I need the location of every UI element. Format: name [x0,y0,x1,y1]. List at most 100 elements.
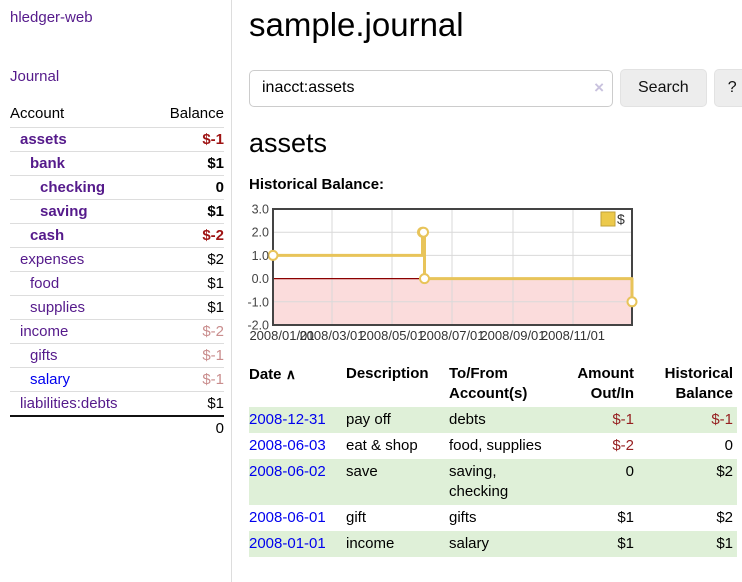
data-point [626,296,638,308]
account-balance: $-2 [202,323,224,340]
transaction-amount: 0 [625,463,634,480]
account-heading: assets [249,128,328,158]
account-balance: $1 [207,395,224,412]
transaction-accounts: salary [449,535,490,552]
x-tick-label: 2008/07/01 [419,328,484,343]
account-link[interactable]: supplies [30,299,86,316]
register-header-amount: Amount Out/In [577,365,634,402]
x-tick-label: 2008/01/01 [249,328,314,343]
register-header-balance: Historical Balance [664,365,733,402]
transaction-amount: $1 [617,509,634,526]
account-row: cash $-2 [10,223,224,248]
register-row: 2008-12-31 pay off debts $-1 $-1 [249,407,737,433]
search-input[interactable] [249,69,613,107]
transaction-date-link[interactable]: 2008-06-03 [249,437,326,454]
account-row: gifts $-1 [10,343,224,368]
chart-section-heading: Historical Balance: [249,176,385,193]
accounts-table: Account Balance assets $-1 bank $1 checking 0… [10,102,224,440]
app-title-link[interactable]: hledger-web [10,9,93,26]
clear-search-icon[interactable]: × [594,77,604,97]
sidebar: hledger-web Journal Account Balance asse… [0,0,232,582]
account-link[interactable]: income [20,323,69,340]
transaction-description: eat & shop [346,437,418,454]
data-point [267,249,279,261]
account-link[interactable]: expenses [20,251,85,268]
register-header-description: Description [346,365,429,382]
transaction-description: save [346,463,378,480]
account-balance: $2 [207,251,224,268]
historical-balance-chart: $3.0 2.0 1.0 0.0 -1.0 -2.02008/01/012008/03/0… [247,203,638,343]
x-tick-label: 2008/05/01 [359,328,424,343]
transaction-description: income [346,535,395,552]
help-button[interactable]: ? [713,69,742,107]
register-row: 2008-06-03 eat & shop food, supplies $-2 0 [249,433,737,459]
register-table: Date ∧ Description To/From Account(s) Am… [249,361,737,557]
accounts-header-account: Account [10,105,65,122]
legend-label: $ [617,211,625,227]
transaction-accounts: saving, checking [449,463,509,500]
account-row: bank $1 [10,151,224,176]
register-header-date[interactable]: Date ∧ [249,366,296,383]
y-tick-label: 1.0 [252,249,269,263]
search-button[interactable]: Search [620,69,707,107]
account-link[interactable]: checking [40,179,106,196]
y-tick-label: 0.0 [252,272,269,286]
accounts-header-balance: Balance [169,105,224,122]
account-link[interactable]: gifts [30,347,58,364]
transaction-balance: $2 [716,509,733,526]
account-balance: $1 [207,203,224,220]
x-tick-label: 2008/03/01 [299,328,364,343]
transaction-date-link[interactable]: 2008-06-02 [249,463,326,480]
account-row: food $1 [10,271,224,296]
transaction-date-link[interactable]: 2008-01-01 [249,535,326,552]
account-row: supplies $1 [10,295,224,320]
account-row: income $-2 [10,319,224,344]
register-header-row: Date ∧ Description To/From Account(s) Am… [249,361,737,407]
page-title: sample.journal [249,6,464,43]
account-link[interactable]: cash [30,227,65,244]
y-tick-label: 2.0 [252,226,269,240]
x-tick-label: 2008/11/01 [541,328,605,343]
accounts-total-row: 0 [10,416,224,440]
account-row: liabilities:debts $1 [10,391,224,417]
search-input-wrap: × [249,69,613,107]
account-row: saving $1 [10,199,224,224]
sidebar-item-journal[interactable]: Journal [10,68,60,85]
account-row: assets $-1 [10,127,224,152]
transaction-balance: $2 [716,463,733,480]
register-row: 2008-01-01 income salary $1 $1 [249,531,737,557]
sort-ascending-icon: ∧ [285,366,296,382]
transaction-date-link[interactable]: 2008-12-31 [249,411,326,428]
register-row: 2008-06-01 gift gifts $1 $2 [249,505,737,531]
account-link[interactable]: assets [20,131,67,148]
transaction-balance: $-1 [711,411,733,428]
y-tick-label: 3.0 [252,203,269,217]
account-link[interactable]: liabilities:debts [20,395,118,412]
account-balance: $1 [207,275,224,292]
account-balance: $-1 [202,371,224,388]
accounts-total: 0 [215,420,224,437]
account-link[interactable]: saving [40,203,88,220]
account-link[interactable]: food [30,275,60,292]
account-link[interactable]: salary [30,371,71,388]
transaction-date-link[interactable]: 2008-06-01 [249,509,326,526]
transaction-amount: $1 [617,535,634,552]
account-link[interactable]: bank [30,155,66,172]
transaction-accounts: food, supplies [449,437,542,454]
account-balance: $1 [207,299,224,316]
legend-swatch [600,211,616,227]
main-content: sample.journal × Search ? assets Histori… [232,0,742,582]
register-header-tofrom: To/From Account(s) [449,365,528,402]
data-point [419,273,430,285]
account-row: expenses $2 [10,247,224,272]
transaction-balance: $1 [716,535,733,552]
transaction-balance: 0 [724,437,733,454]
account-balance: $-1 [202,131,224,148]
account-balance: 0 [215,179,224,196]
transaction-amount: $-2 [612,437,634,454]
account-balance: $-2 [202,227,224,244]
transaction-accounts: debts [449,411,486,428]
account-balance: $-1 [202,347,224,364]
transaction-accounts: gifts [449,509,477,526]
